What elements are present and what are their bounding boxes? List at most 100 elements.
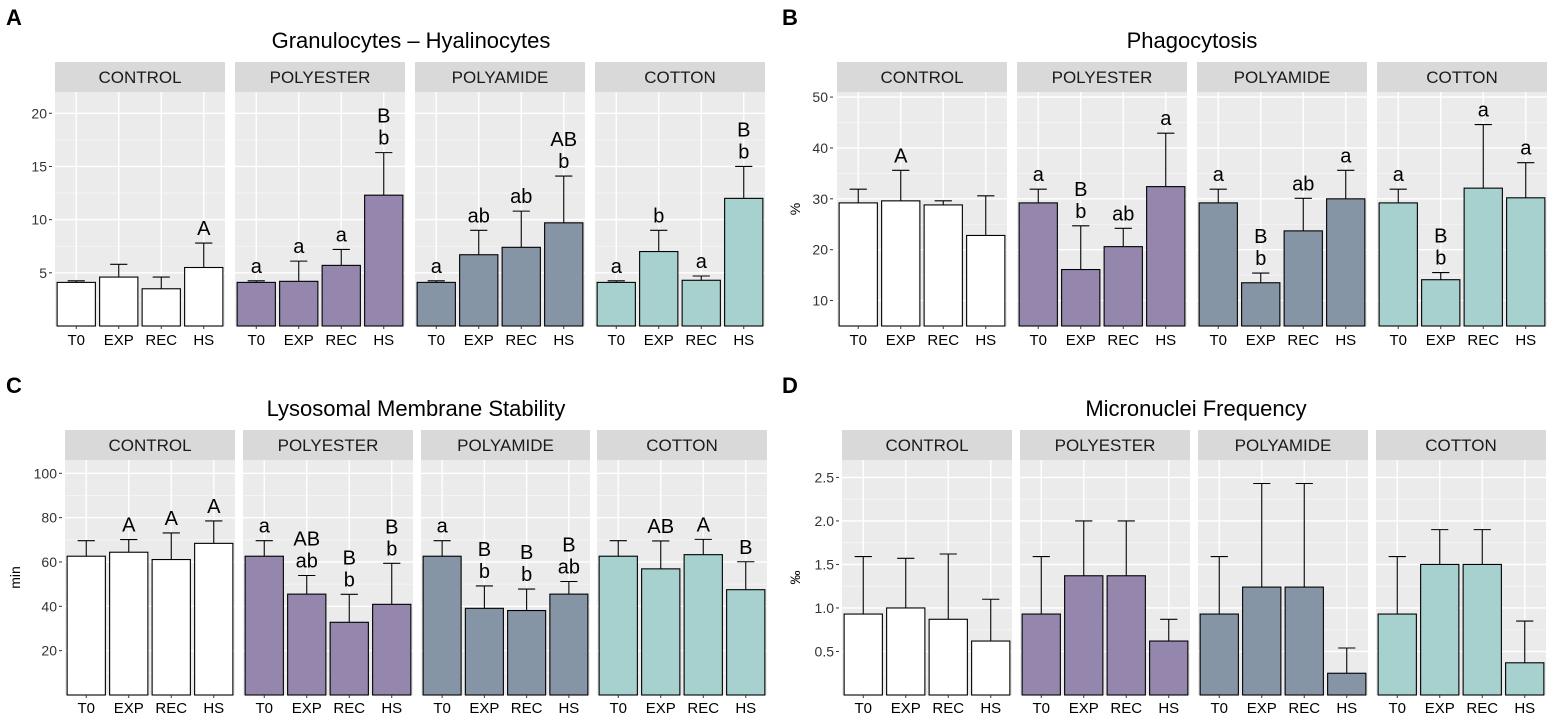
bar-rec — [1284, 586, 1324, 696]
significance-letter: B — [737, 119, 750, 141]
x-tick-label: T0 — [1209, 332, 1227, 349]
significance-letter: B — [1434, 226, 1447, 248]
y-tick-label: 30 — [812, 191, 828, 207]
bar-exp — [1064, 575, 1104, 696]
facet-strip-label: COTTON — [1425, 436, 1496, 455]
bar-exp — [1241, 282, 1281, 327]
bar-exp — [459, 254, 499, 327]
significance-letter: B — [1074, 179, 1087, 201]
panel-d-facet-control: CONTROL T0 EXP REC HS — [842, 430, 1012, 715]
x-tick-label: HS — [381, 700, 402, 715]
bar-hs — [372, 603, 412, 696]
x-tick-label: T0 — [1389, 332, 1407, 349]
significance-letter: a — [431, 256, 443, 278]
panel-a-title: Granulocytes – Hyalinocytes — [272, 28, 551, 53]
x-tick-label: EXP — [284, 332, 314, 349]
bar-exp — [279, 280, 319, 327]
x-tick-label: T0 — [1388, 700, 1406, 715]
bar-exp — [464, 607, 504, 696]
x-tick-label: REC — [145, 332, 177, 349]
bar-t0 — [416, 281, 456, 327]
y-tick-label: 5 — [39, 265, 47, 281]
x-tick-label: REC — [685, 332, 717, 349]
panel-a-label: A — [6, 5, 22, 30]
bar-t0 — [66, 555, 106, 696]
significance-letter: a — [259, 516, 271, 538]
y-tick-label: 10 — [812, 293, 828, 309]
x-tick-label: T0 — [607, 332, 625, 349]
significance-letter: b — [521, 564, 532, 586]
panel-C: C Lysosomal Membrane Stability min 20 40 60 80… — [6, 373, 767, 715]
significance-letter: b — [653, 205, 664, 227]
bar-exp — [639, 250, 679, 327]
bar-t0 — [598, 555, 638, 696]
significance-letter: b — [479, 561, 490, 583]
x-tick-label: T0 — [1032, 700, 1050, 715]
y-tick-label: 0.5 — [815, 643, 835, 659]
significance-letter: b — [378, 128, 389, 150]
significance-letter: a — [1033, 164, 1045, 186]
x-tick-label: HS — [1155, 332, 1176, 349]
facet-strip — [595, 62, 765, 92]
x-tick-label: EXP — [646, 700, 676, 715]
x-tick-label: EXP — [464, 332, 494, 349]
significance-letter: ab — [296, 551, 318, 573]
x-tick-label: REC — [333, 700, 365, 715]
bar-rec — [923, 204, 963, 327]
bar-rec — [321, 264, 361, 327]
x-tick-label: EXP — [1069, 700, 1099, 715]
x-tick-label: REC — [505, 332, 537, 349]
bar-t0 — [596, 281, 636, 327]
panel-b-facet-cotton: COTTON a T0 bB EXP a REC a HS — [1377, 62, 1547, 349]
y-tick-label: 20 — [41, 643, 57, 659]
significance-letter: a — [251, 256, 263, 278]
facet-strip-label: POLYAMIDE — [1234, 68, 1331, 87]
facet-strip-label: POLYESTER — [278, 436, 379, 455]
panel-d-facet-cotton: COTTON T0 EXP REC HS — [1376, 430, 1546, 715]
facet-strip-label: POLYESTER — [1055, 436, 1156, 455]
x-tick-label: T0 — [1029, 332, 1047, 349]
x-tick-label: EXP — [114, 700, 144, 715]
bar-rec — [501, 246, 541, 327]
panel-a-facet-polyester: POLYESTER a T0 a EXP a REC bB HS — [235, 62, 405, 349]
facet-strip — [1376, 430, 1546, 460]
bar-rec — [507, 609, 547, 696]
facet-strip — [1198, 430, 1368, 460]
significance-letter: AB — [647, 516, 674, 538]
x-tick-label: HS — [373, 332, 394, 349]
facet-strip-label: POLYAMIDE — [1235, 436, 1332, 455]
significance-letter: ab — [1112, 203, 1134, 225]
x-tick-label: REC — [1110, 700, 1142, 715]
x-tick-label: EXP — [292, 700, 322, 715]
bar-t0 — [56, 281, 96, 327]
bar-t0 — [1018, 202, 1058, 327]
facet-strip-label: CONTROL — [98, 68, 181, 87]
significance-letter: a — [1520, 138, 1532, 160]
facet-strip — [55, 62, 225, 92]
significance-letter: AB — [550, 129, 577, 151]
x-tick-label: REC — [687, 700, 719, 715]
significance-letter: a — [1393, 164, 1405, 186]
bar-hs — [549, 593, 589, 696]
bar-hs — [966, 234, 1006, 327]
facet-strip-label: POLYAMIDE — [457, 436, 554, 455]
significance-letter: A — [894, 145, 908, 167]
bar-rec — [141, 288, 181, 327]
panel-c-facet-cotton: COTTON T0 AB EXP A REC B HS — [597, 430, 767, 715]
x-tick-label: HS — [735, 700, 756, 715]
significance-letter: B — [385, 516, 398, 538]
y-tick-label: 60 — [41, 554, 57, 570]
panel-b-title: Phagocytosis — [1127, 28, 1258, 53]
x-tick-label: EXP — [1246, 332, 1276, 349]
facet-strip-label: CONTROL — [885, 436, 968, 455]
significance-letter: B — [562, 534, 575, 556]
bar-hs — [971, 640, 1011, 696]
x-tick-label: T0 — [247, 332, 265, 349]
bar-t0 — [838, 202, 878, 327]
panel-b-y-axis-label: % — [787, 203, 803, 215]
x-tick-label: HS — [1336, 700, 1357, 715]
facet-strip — [1377, 62, 1547, 92]
facet-strip-label: COTTON — [644, 68, 715, 87]
bar-exp — [1420, 563, 1460, 696]
